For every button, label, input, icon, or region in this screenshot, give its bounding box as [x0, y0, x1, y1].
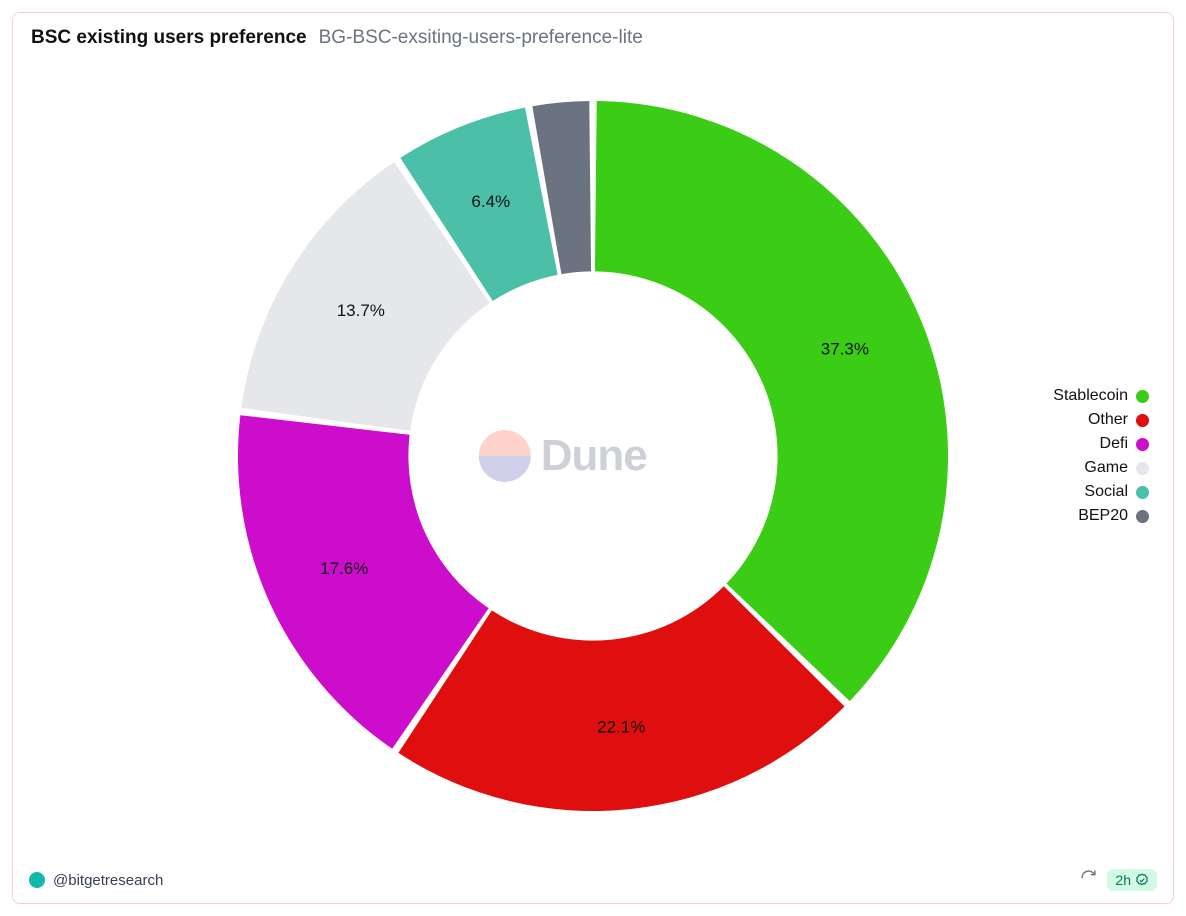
- slice-label: 37.3%: [821, 339, 869, 358]
- legend-label: Social: [1084, 483, 1128, 501]
- legend-item[interactable]: Defi: [1053, 435, 1149, 453]
- legend-dot-icon: [1136, 414, 1149, 427]
- chart-area: 37.3%22.1%17.6%13.7%6.4% Dune Stablecoin…: [13, 53, 1173, 859]
- legend-dot-icon: [1136, 510, 1149, 523]
- legend-item[interactable]: Social: [1053, 483, 1149, 501]
- legend-label: Stablecoin: [1053, 387, 1128, 405]
- card-footer: @bitgetresearch 2h: [13, 859, 1173, 903]
- legend-item[interactable]: Other: [1053, 411, 1149, 429]
- author-avatar-icon: [29, 872, 45, 888]
- legend-item[interactable]: Game: [1053, 459, 1149, 477]
- donut-slice[interactable]: [595, 101, 948, 701]
- legend-label: Defi: [1100, 435, 1128, 453]
- chart-subtitle: BG-BSC-exsiting-users-preference-lite: [319, 27, 643, 49]
- time-badge-text: 2h: [1115, 872, 1131, 888]
- legend-item[interactable]: Stablecoin: [1053, 387, 1149, 405]
- footer-actions: 2h: [1080, 869, 1157, 891]
- chart-title: BSC existing users preference: [31, 27, 307, 49]
- refresh-button[interactable]: [1080, 869, 1097, 891]
- legend-item[interactable]: BEP20: [1053, 507, 1149, 525]
- slice-label: 6.4%: [471, 192, 510, 211]
- slice-label: 13.7%: [337, 301, 385, 320]
- author-link[interactable]: @bitgetresearch: [29, 872, 163, 889]
- check-badge-icon: [1135, 873, 1149, 887]
- donut-chart: 37.3% 22.1% 17.6% 13.7% 6.4%: [213, 76, 973, 836]
- slice-label: 17.6%: [320, 559, 368, 578]
- legend-dot-icon: [1136, 462, 1149, 475]
- refresh-icon: [1080, 869, 1097, 886]
- legend-dot-icon: [1136, 390, 1149, 403]
- legend-dot-icon: [1136, 438, 1149, 451]
- legend-label: Other: [1088, 411, 1128, 429]
- legend-dot-icon: [1136, 486, 1149, 499]
- card-header: BSC existing users preference BG-BSC-exs…: [13, 13, 1173, 53]
- legend-label: BEP20: [1078, 507, 1128, 525]
- legend-label: Game: [1084, 459, 1128, 477]
- slice-label: 22.1%: [597, 717, 645, 736]
- last-refresh-badge[interactable]: 2h: [1107, 869, 1157, 891]
- chart-legend: Stablecoin Other Defi Game Social BEP20: [1053, 387, 1149, 525]
- chart-card: BSC existing users preference BG-BSC-exs…: [12, 12, 1174, 904]
- author-handle: @bitgetresearch: [53, 872, 163, 889]
